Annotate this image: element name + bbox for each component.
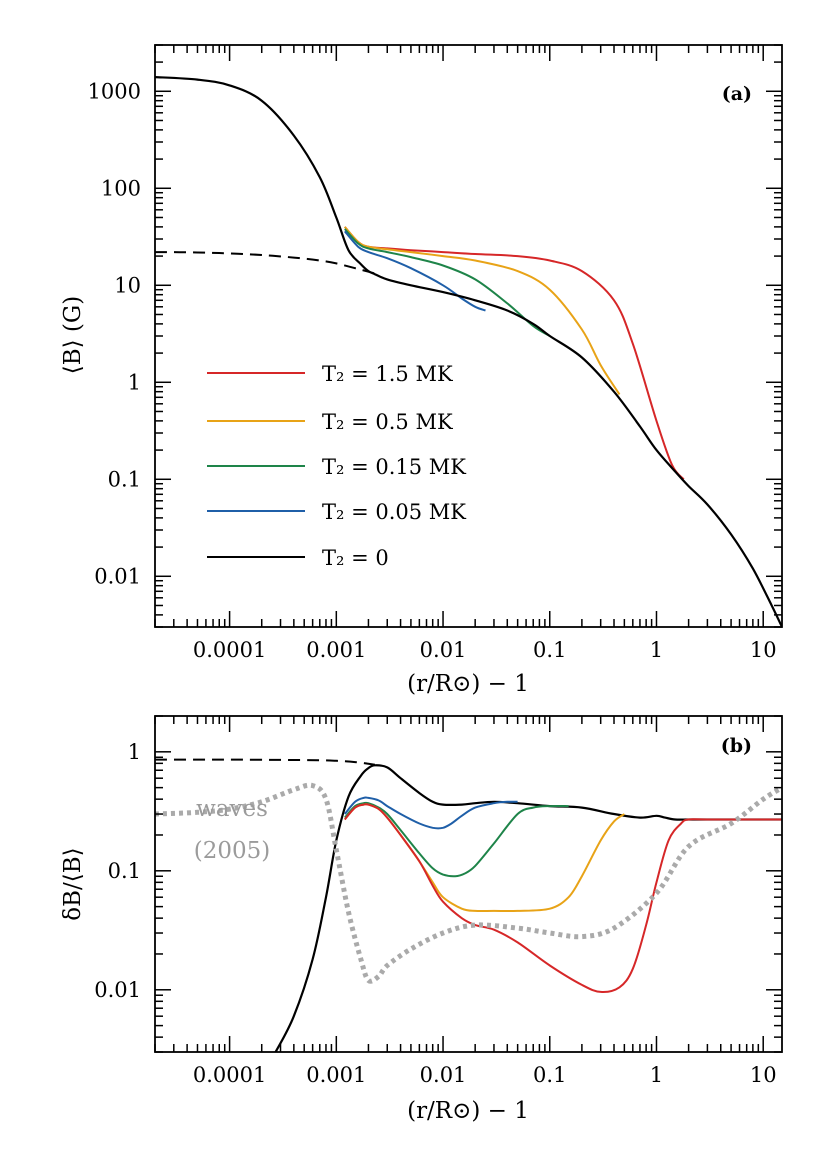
series-line (155, 782, 782, 984)
series-line (344, 796, 518, 830)
panel-b-ticks: 0.0001 0.001 0.01 0.1 1 10 0.01 0.1 1 (94, 715, 782, 1087)
series-line (344, 226, 685, 480)
panel-a-lines (155, 76, 782, 627)
legend-item: T₂ = 0 (207, 546, 389, 570)
panel-b-frame (154, 715, 783, 1053)
series-line (344, 230, 486, 312)
legend-item: T₂ = 0.15 MK (207, 455, 466, 479)
svg-text:T₂ = 0.15 MK: T₂ = 0.15 MK (322, 455, 466, 479)
x-tick-label: 10 (750, 638, 777, 662)
y-tick-label: 1000 (88, 79, 141, 103)
legend-item: T₂ = 0.5 MK (207, 410, 453, 434)
panel-b-ylabel: δB/⟨B⟩ (60, 847, 86, 920)
x-tick-label: 0.001 (306, 638, 366, 662)
x-tick-label: 0.01 (420, 1063, 467, 1087)
series-line (155, 251, 376, 275)
x-tick-label: 1 (650, 1063, 663, 1087)
legend: T₂ = 1.5 MK T₂ = 0.5 MK T₂ = 0.15 MK T₂ … (207, 362, 466, 570)
waves-annotation-line2: (2005) (194, 838, 270, 864)
series-line (155, 758, 376, 766)
y-tick-label: 10 (114, 273, 141, 297)
y-tick-label: 0.1 (108, 859, 141, 883)
x-tick-label: 0.01 (420, 638, 467, 662)
x-tick-label: 10 (750, 1063, 777, 1087)
x-tick-label: 0.0001 (193, 1063, 266, 1087)
svg-text:T₂ = 0.05 MK: T₂ = 0.05 MK (322, 500, 466, 524)
panel-a: 0.0001 0.001 0.01 0.1 1 10 0.01 0.1 1 10 100 1000 (… (60, 44, 783, 697)
y-tick-label: 0.1 (108, 467, 141, 491)
x-tick-label: 1 (650, 638, 663, 662)
panel-a-ticks: 0.0001 0.001 0.01 0.1 1 10 0.01 0.1 1 10 100 1000 (88, 44, 782, 662)
y-tick-label: 0.01 (94, 564, 141, 588)
x-tick-label: 0.1 (533, 1063, 566, 1087)
series-line (344, 803, 625, 913)
x-tick-label: 0.001 (306, 1063, 366, 1087)
panel-b-xlabel: (r/R⊙) − 1 (407, 1098, 529, 1124)
y-tick-label: 1 (128, 740, 141, 764)
legend-item: T₂ = 1.5 MK (207, 362, 453, 386)
panel-a-ylabel: ⟨B⟩ (G) (60, 296, 86, 374)
panel-a-frame (154, 44, 783, 628)
svg-text:T₂ = 0: T₂ = 0 (322, 546, 389, 570)
svg-text:T₂ = 1.5 MK: T₂ = 1.5 MK (322, 362, 453, 386)
panel-b: 0.0001 0.001 0.01 0.1 1 10 0.01 0.1 1 (b) (r/R⊙)… (60, 715, 783, 1124)
series-line (344, 226, 621, 395)
svg-text:T₂ = 0.5 MK: T₂ = 0.5 MK (322, 410, 453, 434)
series-line (155, 76, 782, 627)
series-line (344, 801, 569, 878)
series-line (344, 803, 782, 993)
series-line (344, 228, 551, 337)
y-tick-label: 0.01 (94, 978, 141, 1002)
y-tick-label: 100 (101, 176, 141, 200)
panel-b-label: (b) (721, 735, 752, 757)
panel-a-label: (a) (722, 83, 752, 105)
series-line (274, 764, 782, 1052)
waves-annotation-line1: waves (196, 796, 268, 822)
legend-item: T₂ = 0.05 MK (207, 500, 466, 524)
panel-a-xlabel: (r/R⊙) − 1 (407, 671, 529, 697)
x-tick-label: 0.0001 (193, 638, 266, 662)
y-tick-label: 1 (128, 370, 141, 394)
panel-b-lines (155, 758, 782, 1052)
x-tick-label: 0.1 (533, 638, 566, 662)
